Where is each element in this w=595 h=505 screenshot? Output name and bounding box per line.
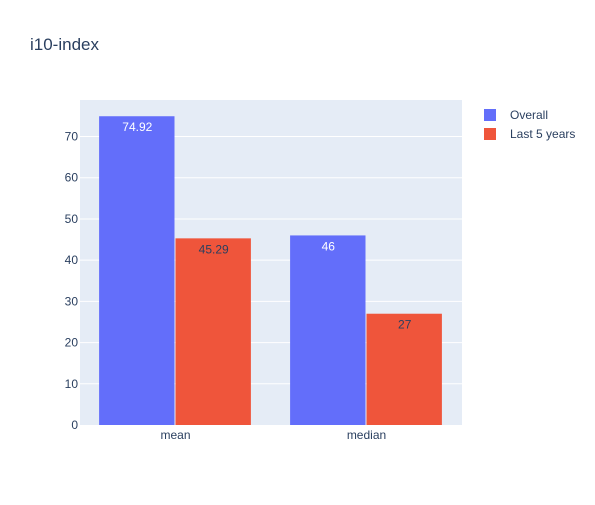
bar-value-label: 46 bbox=[322, 239, 336, 253]
y-tick-label: 20 bbox=[65, 336, 79, 350]
y-tick-label: 30 bbox=[65, 294, 79, 308]
y-tick-label: 10 bbox=[65, 377, 79, 391]
x-axis-ticks: mean median bbox=[160, 428, 386, 442]
x-tick-label: mean bbox=[160, 428, 190, 442]
bar-overall-median bbox=[290, 235, 366, 425]
x-tick-label: median bbox=[347, 428, 386, 442]
legend-item[interactable]: Overall bbox=[484, 108, 548, 122]
bar-overall-mean bbox=[99, 116, 175, 425]
bars: 74.92 45.29 46 27 bbox=[99, 116, 442, 425]
legend: Overall Last 5 years bbox=[484, 108, 575, 141]
bar-value-label: 27 bbox=[398, 318, 412, 332]
y-tick-label: 70 bbox=[65, 130, 79, 144]
legend-label: Last 5 years bbox=[510, 127, 575, 141]
legend-item[interactable]: Last 5 years bbox=[484, 127, 575, 141]
y-tick-label: 50 bbox=[65, 212, 79, 226]
y-tick-label: 60 bbox=[65, 171, 79, 185]
legend-label: Overall bbox=[510, 108, 548, 122]
y-axis-ticks: 0 10 20 30 40 50 60 70 bbox=[65, 130, 79, 432]
bar-last-5-years-mean bbox=[175, 238, 251, 425]
y-tick-label: 0 bbox=[71, 418, 78, 432]
y-tick-label: 40 bbox=[65, 253, 79, 267]
bar-last-5-years-median bbox=[366, 313, 442, 425]
legend-swatch bbox=[484, 109, 496, 121]
bar-value-label: 74.92 bbox=[122, 120, 152, 134]
bar-value-label: 45.29 bbox=[199, 242, 229, 256]
legend-swatch bbox=[484, 128, 496, 140]
chart-title: i10-index bbox=[30, 35, 99, 54]
